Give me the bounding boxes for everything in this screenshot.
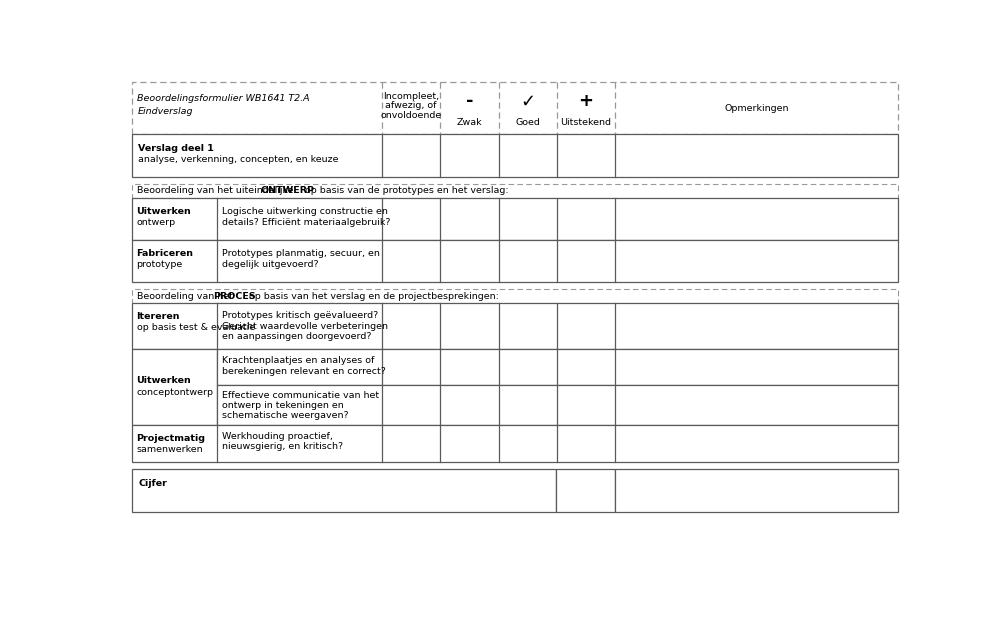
Text: conceptontwerp: conceptontwerp [137, 388, 213, 397]
Bar [132, 349, 217, 425]
Text: Fabriceren: Fabriceren [137, 249, 193, 258]
Text: en aanpassingen doorgevoerd?: en aanpassingen doorgevoerd? [222, 332, 371, 341]
Text: Krachtenplaatjes en analyses of: Krachtenplaatjes en analyses of [222, 356, 374, 365]
Text: berekeningen relevant en correct?: berekeningen relevant en correct? [222, 367, 385, 376]
Text: -: - [466, 92, 473, 110]
Text: ✓: ✓ [520, 92, 535, 110]
Text: Beoordeling van het: Beoordeling van het [137, 291, 235, 301]
Text: op basis test & evaluatie: op basis test & evaluatie [137, 323, 255, 332]
Text: Uitwerken: Uitwerken [137, 376, 191, 386]
Text: PROCES: PROCES [213, 291, 256, 301]
Text: Cijfer: Cijfer [138, 480, 167, 489]
Text: Effectieve communicatie van het: Effectieve communicatie van het [222, 391, 379, 400]
Bar [132, 197, 898, 240]
Text: samenwerken: samenwerken [137, 445, 203, 454]
Text: op basis van het verslag en de projectbesprekingen:: op basis van het verslag en de projectbe… [246, 291, 499, 301]
Text: Logische uitwerking constructie en: Logische uitwerking constructie en [222, 207, 387, 216]
Bar [132, 135, 898, 177]
Bar [132, 82, 898, 135]
Bar [556, 468, 615, 513]
Text: analyse, verkenning, concepten, en keuze: analyse, verkenning, concepten, en keuze [138, 155, 339, 164]
Text: Eindverslag: Eindverslag [138, 107, 193, 116]
Bar [132, 303, 898, 349]
Text: Prototypes kritisch geëvalueerd?: Prototypes kritisch geëvalueerd? [222, 311, 378, 320]
Text: Incompleet,: Incompleet, [383, 92, 439, 101]
Bar [132, 289, 898, 303]
Text: afwezig, of: afwezig, of [385, 101, 437, 111]
Text: Beoordeling van het uiteindelijke: Beoordeling van het uiteindelijke [137, 186, 296, 195]
Text: Opmerkingen: Opmerkingen [724, 104, 789, 112]
Text: op basis van de prototypes en het verslag:: op basis van de prototypes en het versla… [302, 186, 509, 195]
Text: Prototypes planmatig, secuur, en: Prototypes planmatig, secuur, en [222, 249, 379, 258]
Bar [132, 468, 556, 513]
Text: Zwak: Zwak [457, 118, 482, 126]
Bar [132, 240, 898, 283]
Text: Uitwerken: Uitwerken [137, 207, 191, 216]
Text: details? Efficiënt materiaalgebruik?: details? Efficiënt materiaalgebruik? [222, 217, 390, 227]
Bar [615, 468, 898, 513]
Text: Itereren: Itereren [137, 312, 180, 321]
Text: +: + [578, 92, 594, 110]
Text: onvoldoende: onvoldoende [380, 111, 442, 119]
Text: ontwerp in tekeningen en: ontwerp in tekeningen en [222, 401, 344, 410]
Bar [217, 385, 898, 425]
Text: Werkhouding proactief,: Werkhouding proactief, [222, 432, 333, 441]
Bar [132, 184, 898, 197]
Text: Verslag deel 1: Verslag deel 1 [138, 143, 214, 153]
Text: Goed: Goed [515, 118, 540, 126]
Text: ontwerp: ontwerp [137, 217, 176, 227]
Text: nieuwsgierig, en kritisch?: nieuwsgierig, en kritisch? [222, 442, 343, 451]
Text: schematische weergaven?: schematische weergaven? [222, 411, 348, 420]
Text: Gericht waardevolle verbeteringen: Gericht waardevolle verbeteringen [222, 322, 388, 331]
Text: Uitstekend: Uitstekend [560, 118, 612, 126]
Text: degelijk uitgevoerd?: degelijk uitgevoerd? [222, 260, 319, 269]
Text: Beoordelingsformulier WB1641 T2.A: Beoordelingsformulier WB1641 T2.A [138, 94, 310, 104]
Text: ONTWERP: ONTWERP [261, 186, 314, 195]
Text: Projectmatig: Projectmatig [137, 434, 205, 443]
Text: prototype: prototype [137, 260, 183, 269]
Bar [217, 349, 898, 385]
Bar [132, 425, 898, 461]
